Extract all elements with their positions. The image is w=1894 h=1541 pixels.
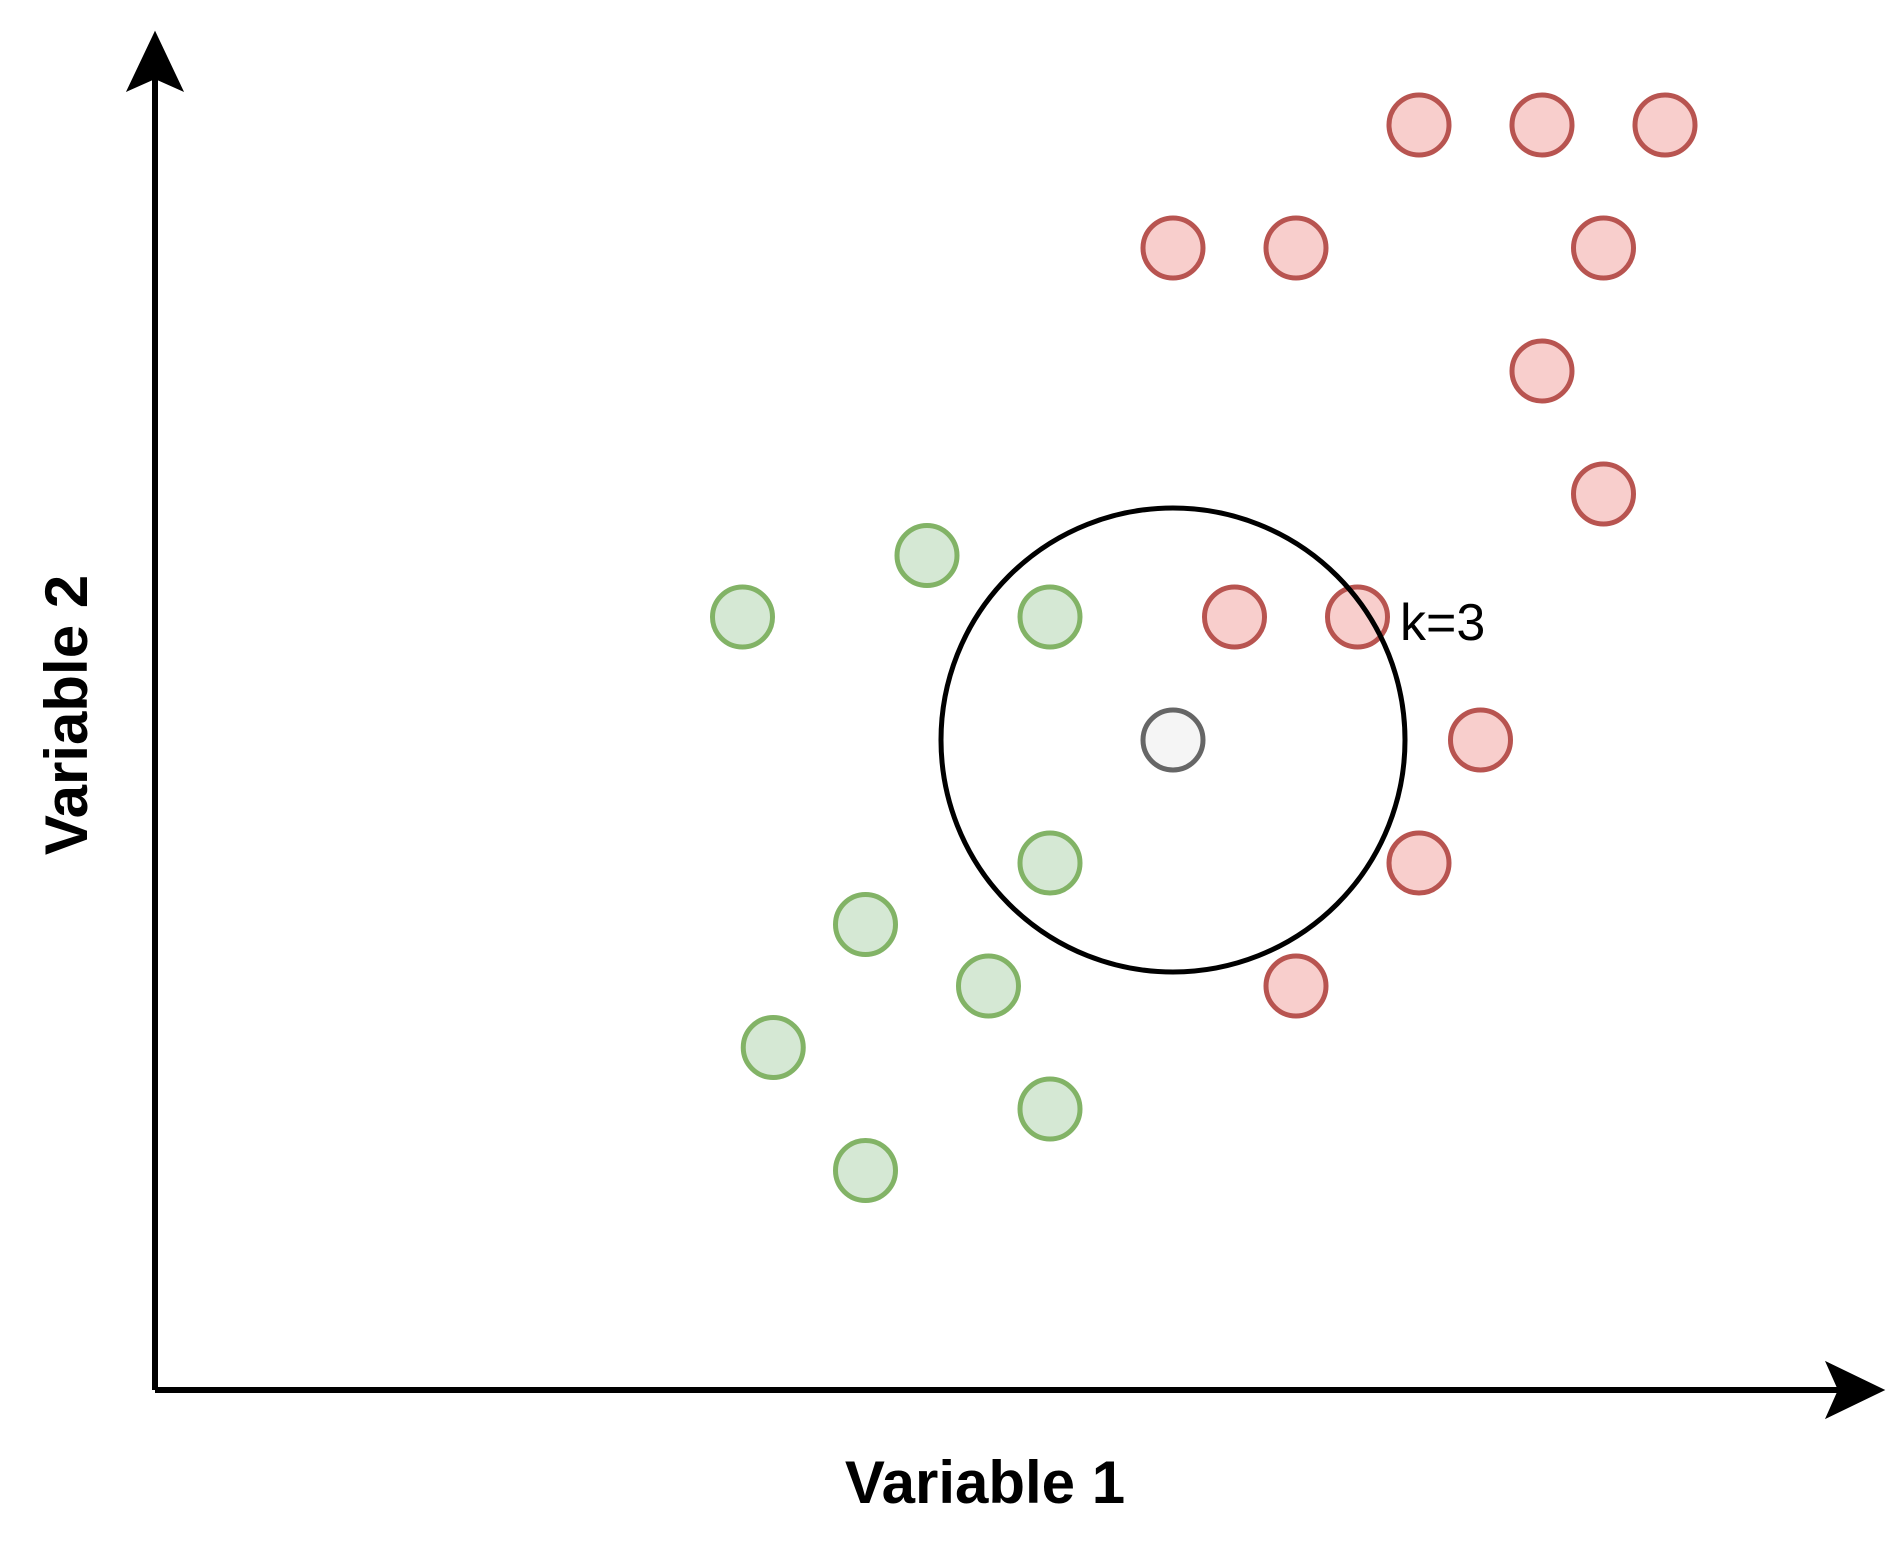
class-b-point [833,1138,898,1203]
class-b-point [894,523,960,588]
class-b-point [956,953,1021,1019]
class-a-point [1571,461,1636,527]
data-points [710,92,1698,1203]
class-b-point [833,892,898,957]
query-point [1140,707,1206,773]
class-b-point [1017,830,1083,896]
class-a-point [1263,953,1329,1019]
class-b-point [1017,584,1083,650]
class-b-point [710,584,775,650]
class-a-point [1571,215,1636,281]
class-a-point [1509,338,1575,404]
y-axis [125,30,185,1390]
k-neighborhood-circle [938,505,1408,975]
k-label: k=3 [1400,594,1485,652]
class-a-point [1386,92,1452,158]
class-a-point [1632,92,1698,158]
class-a-point [1263,215,1329,281]
x-axis-label: Variable 1 [845,1449,1125,1516]
y-axis-arrow-icon [125,30,185,93]
class-a-point [1386,830,1452,896]
y-axis-label: Variable 2 [33,575,100,855]
class-a-point [1325,584,1390,650]
x-axis-arrow-icon [1824,1360,1886,1420]
class-a-point [1448,707,1513,773]
class-a-point [1202,584,1267,650]
class-b-point [740,1015,806,1080]
class-a-point [1140,215,1206,281]
class-b-point [1017,1076,1083,1142]
x-axis [155,1360,1886,1420]
class-a-point [1509,92,1575,158]
